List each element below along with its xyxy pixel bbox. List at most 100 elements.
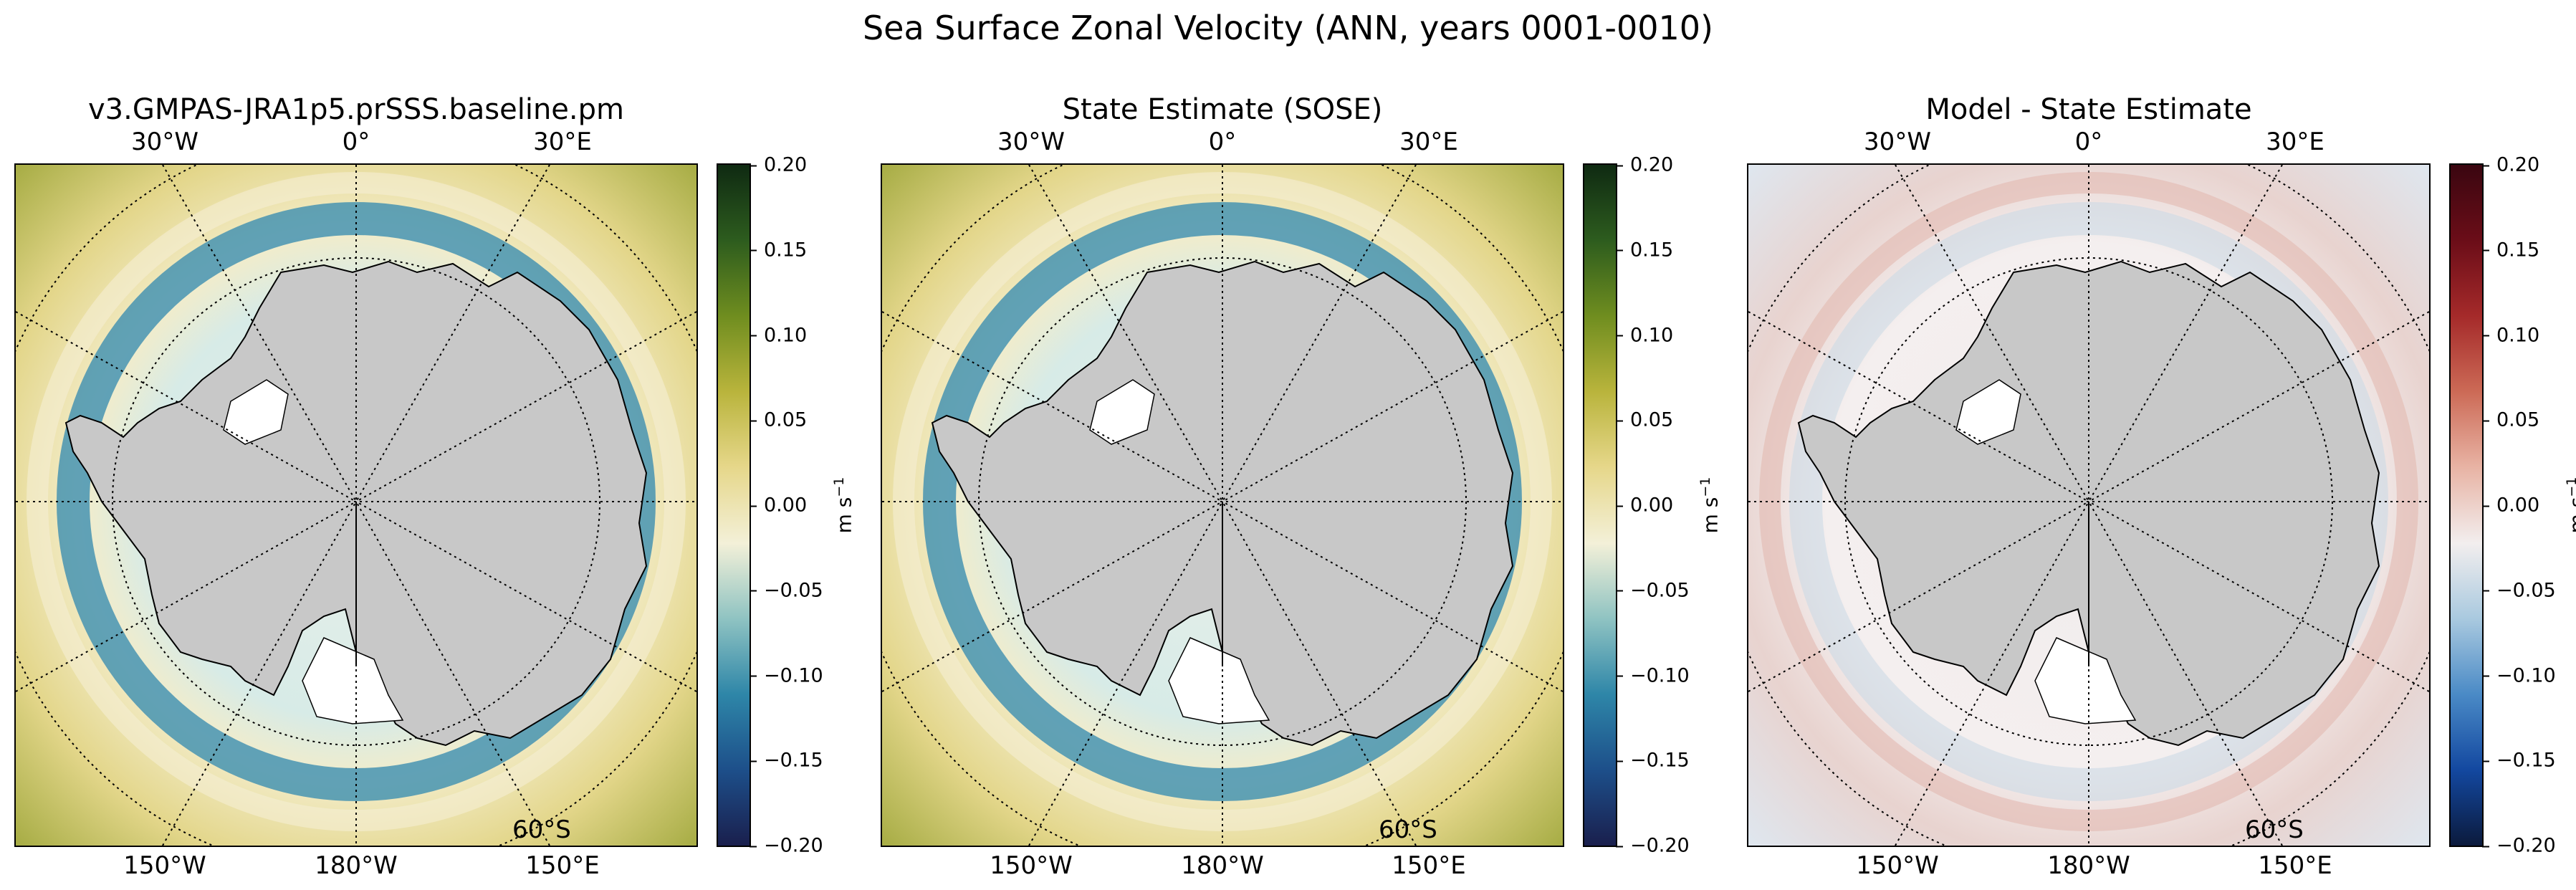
lon-label-bottom: 180°W	[2047, 851, 2130, 880]
colorbar-tick: 0.20	[749, 153, 808, 176]
colorbar-tick-label: −0.20	[764, 834, 823, 857]
colorbar-tick-label: −0.05	[1630, 579, 1690, 602]
colorbar-unit-text: m s	[2565, 497, 2576, 534]
colorbar-tick: −0.20	[750, 834, 823, 857]
panel-sose: State Estimate (SOSE) 30°W 0° 30°E 150°W 180°…	[881, 0, 1738, 890]
polar-map	[1747, 163, 2431, 847]
colorbar-tick-label: 0.10	[764, 324, 808, 346]
lat-label: 60°S	[2245, 815, 2304, 844]
colorbar	[717, 163, 751, 847]
graticule	[882, 165, 1563, 846]
colorbar-tick-label: 0.15	[764, 239, 808, 262]
colorbar-tick: −0.10	[750, 664, 823, 686]
colorbar-tick-label: 0.15	[1630, 239, 1674, 262]
colorbar-tick: 0.15	[749, 239, 808, 262]
colorbar-tick: −0.15	[1616, 749, 1690, 772]
ice-shelf-weddell	[223, 379, 289, 445]
colorbar-tick: 0.10	[749, 324, 808, 346]
figure-title: Sea Surface Zonal Velocity (ANN, years 0…	[862, 9, 1713, 47]
colorbar-tick-label: −0.10	[764, 664, 823, 686]
lon-label-bottom: 180°W	[1181, 851, 1264, 880]
colorbar-tick-label: −0.15	[1630, 749, 1690, 772]
colorbar-tick-label: −0.15	[2496, 749, 2556, 772]
lon-label-top: 30°E	[1399, 128, 1458, 156]
colorbar-tick: 0.00	[749, 494, 807, 517]
lon-label-bottom: 150°E	[2258, 851, 2332, 880]
lon-label-bottom: 150°W	[123, 851, 206, 880]
lat-label: 60°S	[1379, 815, 1437, 844]
lon-label-bottom: 180°W	[315, 851, 398, 880]
colorbar-unit-text: m s	[1698, 497, 1723, 534]
lon-label-bottom: 150°E	[1392, 851, 1466, 880]
colorbar-tick-label: 0.10	[2496, 324, 2540, 346]
colorbar-tick: −0.05	[750, 579, 823, 602]
lon-label-bottom: 150°W	[1856, 851, 1939, 880]
lat-label: 60°S	[512, 815, 571, 844]
colorbar-tick-label: −0.20	[1630, 834, 1690, 857]
colorbar-tick: −0.10	[1616, 664, 1690, 686]
colorbar-tick-label: 0.05	[764, 408, 808, 431]
colorbar-tick: 0.05	[2481, 408, 2540, 431]
lon-label-top: 0°	[1208, 128, 1237, 156]
colorbar-tick: 0.20	[1615, 153, 1674, 176]
colorbar-tick-label: 0.20	[2496, 153, 2540, 176]
colorbar-tick: 0.10	[2481, 324, 2540, 346]
colorbar-tick: 0.05	[1615, 408, 1674, 431]
colorbar-unit: m s−1	[831, 477, 856, 534]
graticule	[16, 165, 696, 846]
colorbar-tick: −0.05	[1616, 579, 1690, 602]
polar-map-svg	[882, 165, 1563, 846]
colorbar-tick: −0.15	[2482, 749, 2556, 772]
lon-label-top: 0°	[2074, 128, 2103, 156]
colorbar-tick-label: 0.20	[1630, 153, 1674, 176]
colorbar-unit: m s−1	[2564, 477, 2576, 534]
polar-map-svg	[16, 165, 696, 846]
ice-shelf-weddell	[1089, 379, 1155, 445]
colorbar-tick-label: −0.05	[764, 579, 823, 602]
lon-label-top: 30°E	[533, 128, 592, 156]
lon-label-top: 30°W	[1864, 128, 1931, 156]
colorbar-tick-label: 0.20	[764, 153, 808, 176]
colorbar	[1583, 163, 1617, 847]
colorbar-unit-exponent: −1	[2564, 477, 2576, 497]
ice-shelf-weddell	[1955, 379, 2021, 445]
ice-shelf-ross	[1168, 637, 1270, 724]
colorbar-tick: −0.05	[2482, 579, 2556, 602]
lon-label-top: 0°	[342, 128, 370, 156]
colorbar-tick: 0.10	[1615, 324, 1673, 346]
colorbar-unit: m s−1	[1698, 477, 1722, 534]
colorbar-tick-label: 0.05	[2496, 408, 2540, 431]
colorbar-tick: 0.00	[2481, 494, 2540, 517]
colorbar	[2449, 163, 2484, 847]
colorbar-tick-label: 0.15	[2496, 239, 2540, 262]
colorbar-tick: 0.15	[1615, 239, 1674, 262]
panel-model: v3.GMPAS-JRA1p5.prSSS.baseline.pm 30°W 0° 3…	[14, 0, 871, 890]
ice-shelf-ross	[302, 637, 404, 724]
lon-label-top: 30°W	[131, 128, 198, 156]
lon-label-top: 30°E	[2266, 128, 2324, 156]
colorbar-tick: 0.00	[1615, 494, 1674, 517]
colorbar-unit-exponent: −1	[1698, 477, 1713, 497]
colorbar-tick: 0.15	[2481, 239, 2540, 262]
panel-title: v3.GMPAS-JRA1p5.prSSS.baseline.pm	[88, 93, 624, 126]
colorbar-tick: −0.15	[750, 749, 823, 772]
panel-difference: Model - State Estimate 30°W 0° 30°E 150°W 180…	[1747, 0, 2576, 890]
polar-map-svg	[1748, 165, 2429, 846]
colorbar-tick: −0.20	[1616, 834, 1690, 857]
colorbar-tick: 0.20	[2481, 153, 2540, 176]
colorbar-tick-label: 0.00	[2496, 494, 2540, 517]
colorbar-tick-label: −0.05	[2496, 579, 2556, 602]
colorbar-unit-exponent: −1	[831, 477, 847, 497]
colorbar-tick: −0.10	[2482, 664, 2556, 686]
panel-title: Model - State Estimate	[1925, 93, 2252, 126]
polar-map	[881, 163, 1564, 847]
colorbar-tick-label: 0.00	[1630, 494, 1674, 517]
colorbar-tick-label: −0.10	[1630, 664, 1690, 686]
colorbar-tick: 0.05	[749, 408, 808, 431]
colorbar-tick: −0.20	[2482, 835, 2556, 857]
lon-label-bottom: 150°W	[990, 851, 1073, 880]
colorbar-tick-label: 0.05	[1630, 408, 1674, 431]
colorbar-tick-label: −0.15	[764, 749, 823, 772]
colorbar-tick-label: −0.10	[2496, 664, 2556, 686]
lon-label-bottom: 150°E	[525, 851, 600, 880]
